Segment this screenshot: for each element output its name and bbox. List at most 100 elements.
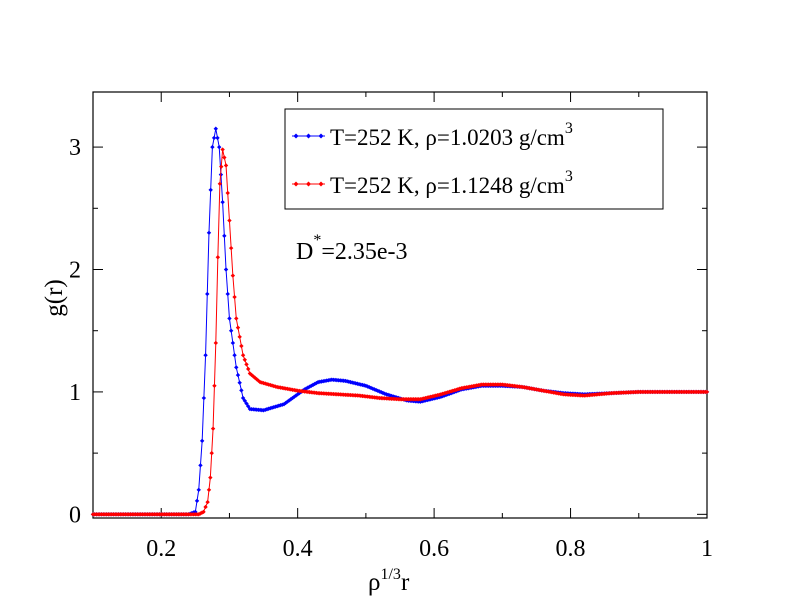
series-1-point	[234, 365, 239, 370]
series-2-point	[230, 273, 236, 278]
series-2-point	[196, 512, 201, 517]
series-layer	[90, 126, 710, 517]
series-1-point	[220, 199, 225, 205]
series-2	[90, 147, 710, 517]
legend-entry-1: T=252 K, ρ=1.0203 g/cm3	[292, 120, 573, 150]
legend-2-sup: 3	[565, 168, 573, 185]
series-2-point	[223, 163, 229, 168]
y-axis-label: g(r)	[41, 279, 68, 316]
legend-1-markers	[293, 133, 324, 139]
series-2-point	[228, 245, 234, 251]
series-1-point	[213, 126, 218, 131]
series-2-point	[242, 357, 247, 362]
series-1-point	[196, 487, 201, 493]
legend-2-label: T=252 K, ρ=1.1248 g/cm3	[330, 168, 573, 198]
series-2-point	[220, 147, 225, 152]
legend-2-text: T=252 K, ρ=1.1248 g/cm	[330, 173, 565, 198]
y-tick-label: 1	[69, 380, 81, 406]
series-1-point	[242, 398, 247, 403]
legend-1-label: T=252 K, ρ=1.0203 g/cm3	[330, 120, 573, 150]
annotation-diffusion: D*=2.35e-3	[296, 232, 408, 265]
series-1-point	[217, 144, 222, 150]
x-axis-label-base: ρ	[368, 569, 380, 596]
series-2-point	[246, 366, 251, 372]
legend-entry-2: T=252 K, ρ=1.1248 g/cm3	[292, 168, 573, 198]
annotation-base: D	[296, 239, 313, 265]
x-axis-label: ρ1/3r	[368, 566, 410, 596]
y-tick-label: 2	[69, 258, 81, 284]
series-2-point	[235, 325, 241, 330]
series-1-point	[199, 438, 205, 444]
series-2-point	[225, 190, 230, 196]
y-tick-label: 0	[69, 502, 81, 528]
series-2-point	[212, 383, 217, 388]
legend-1-text: T=252 K, ρ=1.0203 g/cm	[330, 125, 565, 150]
series-2-point	[217, 181, 223, 187]
legend-marker	[293, 181, 299, 187]
legend-marker	[306, 133, 311, 139]
series-2-point	[206, 487, 212, 493]
annotation-sup: *	[313, 232, 321, 249]
plot-frame	[92, 91, 708, 519]
series-2-point	[234, 316, 239, 321]
series-1-point	[246, 404, 251, 409]
annotation-tail: =2.35e-3	[321, 239, 407, 265]
legend-box	[284, 108, 664, 210]
series-2-point	[222, 155, 227, 160]
series-1-point	[201, 395, 207, 401]
series-1-point	[215, 135, 220, 141]
series-2-point	[232, 294, 237, 300]
series-1-point	[211, 135, 217, 141]
series-1-point	[208, 187, 213, 193]
series-1-point	[203, 352, 208, 358]
series-1-point	[225, 291, 230, 297]
series-2-point	[208, 475, 213, 480]
series-2-point	[219, 164, 224, 169]
series-1-point	[210, 144, 215, 150]
series-1-point	[237, 380, 242, 385]
series-1-point	[193, 509, 198, 515]
series-2-point	[244, 362, 249, 367]
x-tick-label: 0.6	[419, 536, 449, 562]
series-1-point	[227, 316, 232, 321]
x-tick-label: 1	[701, 536, 713, 562]
y-tick-label: 3	[69, 135, 81, 161]
series-1-point	[244, 401, 249, 406]
series-2-point	[227, 218, 232, 223]
legend-marker	[318, 133, 324, 139]
tick-labels: 0.2 0.4 0.6 0.8 1 0 1 2 3	[69, 135, 713, 562]
x-axis-label-sup: 1/3	[380, 566, 400, 583]
series-1-point	[206, 230, 212, 235]
series-1-point	[240, 395, 246, 401]
series-1-point	[235, 372, 241, 378]
legend: T=252 K, ρ=1.0203 g/cm3 T=252 K, ρ=1.124…	[284, 108, 664, 210]
series-2-point	[210, 426, 216, 431]
series-2-point	[201, 509, 206, 515]
legend-marker	[293, 133, 299, 139]
series-2-point	[240, 352, 246, 358]
series-2-point	[209, 450, 214, 456]
x-tick-label: 0.4	[283, 536, 313, 562]
series-1-point	[239, 388, 244, 393]
x-axis-label-tail: r	[401, 569, 410, 596]
legend-1-sup: 3	[565, 120, 573, 137]
x-tick-label: 0.8	[556, 536, 586, 562]
legend-marker	[306, 181, 311, 187]
series-1-point	[223, 267, 229, 272]
series-1-point	[230, 340, 236, 346]
series-2-point	[205, 499, 210, 505]
legend-2-markers	[293, 181, 324, 187]
series-1-point	[194, 498, 200, 504]
series-1-point	[198, 463, 203, 468]
series-2-point	[237, 334, 242, 340]
series-2-point	[239, 343, 244, 349]
series-2-point	[215, 255, 221, 260]
series-1-point	[205, 291, 210, 297]
series-1-point	[228, 328, 234, 333]
series-2-point	[203, 504, 208, 510]
series-1-point	[222, 233, 227, 239]
series-1-point	[232, 352, 237, 358]
series-2-point	[213, 340, 218, 346]
x-tick-label: 0.2	[146, 536, 176, 562]
